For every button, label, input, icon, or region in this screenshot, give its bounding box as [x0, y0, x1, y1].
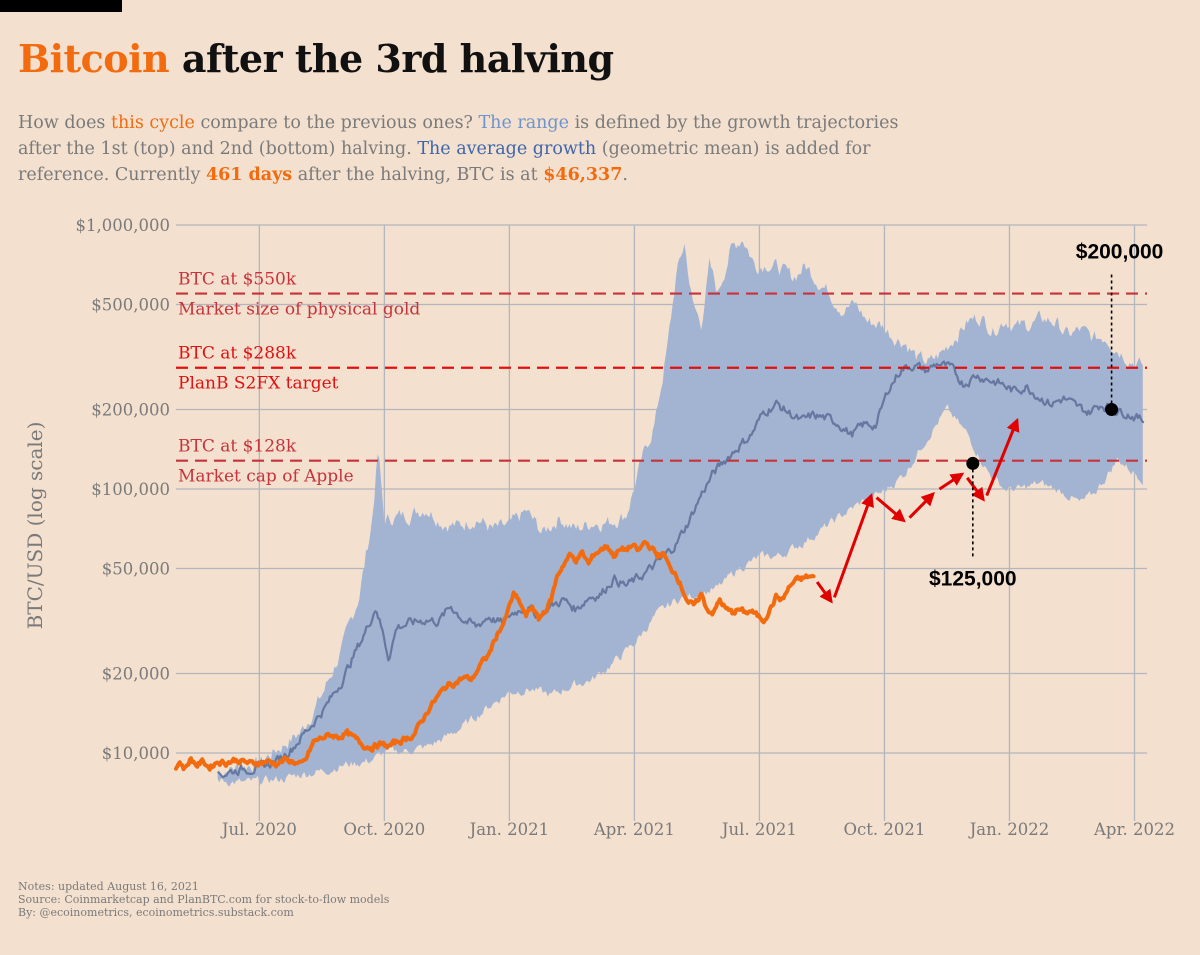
days-since-halving: 461 days [205, 165, 293, 185]
reference-label-top: BTC at $550k [178, 270, 297, 290]
this-cycle-line [174, 539, 816, 772]
projection-arrow [938, 472, 965, 491]
reference-label-bottom: Market cap of Apple [178, 467, 354, 487]
legend-this-cycle: this cycle [110, 113, 195, 133]
legend-the-range: The range [478, 113, 570, 133]
callout-dot [966, 456, 980, 470]
note-author: By: @ecoinometrics, ecoinometrics.substa… [18, 906, 294, 919]
title-highlight: Bitcoin [18, 36, 170, 81]
x-tick-label: Jan. 2022 [968, 820, 1050, 839]
subtitle-text-5: after the halving, BTC is at [292, 165, 544, 185]
subtitle-text-3: is defined by the growth trajectories af… [18, 113, 899, 159]
x-tick-label: Jul. 2021 [720, 820, 797, 839]
y-tick-label: $200,000 [91, 401, 170, 420]
x-tick-label: Jul. 2020 [220, 820, 297, 839]
y-tick-label: $1,000,000 [76, 216, 170, 235]
note-updated: Notes: updated August 16, 2021 [18, 880, 199, 893]
top-black-bar [0, 0, 122, 12]
average-growth-line [217, 360, 1145, 779]
subtitle-text-4: (geometric mean) is added for reference.… [18, 139, 871, 185]
callout-label: $200,000 [1076, 241, 1164, 264]
reference-label-bottom: PlanB S2FX target [178, 374, 339, 394]
chart-subtitle: How does this cycle compare to the previ… [18, 110, 918, 188]
subtitle-text-6: . [622, 165, 628, 185]
x-tick-label: Oct. 2021 [844, 820, 926, 839]
y-axis-title: BTC/USD (log scale) [23, 422, 47, 630]
chart-notes: Notes: updated August 16, 2021 Source: C… [18, 880, 389, 919]
callout-dot [1105, 403, 1119, 417]
x-tick-label: Apr. 2022 [1093, 820, 1175, 839]
legend-average-growth: The average growth [417, 139, 597, 159]
x-tick-label: Jan. 2021 [468, 820, 550, 839]
y-tick-label: $100,000 [91, 480, 170, 499]
projection-arrow [832, 493, 874, 598]
reference-label-top: BTC at $128k [178, 437, 297, 457]
x-tick-label: Oct. 2020 [343, 820, 425, 839]
projection-arrow [815, 581, 833, 604]
y-tick-label: $20,000 [102, 665, 170, 684]
projection-arrow [908, 491, 935, 519]
title-rest: after the 3rd halving [181, 36, 614, 81]
subtitle-text-2: compare to the previous ones? [194, 113, 479, 133]
projection-arrow [966, 476, 985, 502]
y-tick-label: $500,000 [91, 295, 170, 314]
current-btc-price: $46,337 [543, 165, 623, 185]
subtitle-text-1: How does [18, 113, 111, 133]
range-band [217, 241, 1143, 787]
x-tick-label: Apr. 2021 [593, 820, 675, 839]
chart-title: Bitcoin after the 3rd halving [18, 36, 614, 81]
projection-arrow [875, 496, 906, 523]
reference-label-top: BTC at $288k [178, 344, 297, 364]
projection-arrow [985, 417, 1020, 497]
callout-label: $125,000 [929, 567, 1017, 590]
reference-label-bottom: Market size of physical gold [178, 300, 420, 320]
y-tick-label: $50,000 [102, 559, 170, 578]
note-source: Source: Coinmarketcap and PlanBTC.com fo… [18, 893, 390, 906]
y-tick-label: $10,000 [102, 744, 170, 763]
